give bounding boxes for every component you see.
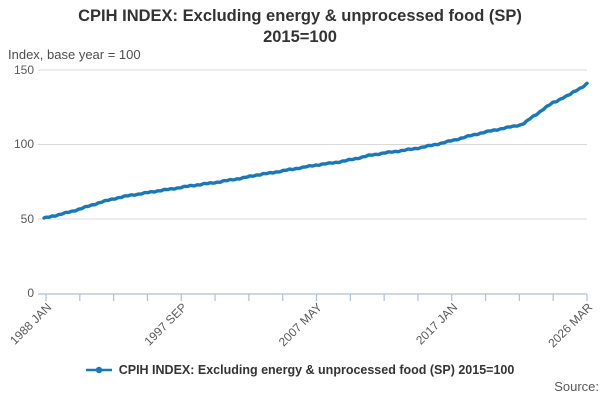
- series-line[interactable]: [42, 81, 589, 220]
- chart-title: CPIH INDEX: Excluding energy & unprocess…: [0, 6, 600, 48]
- legend-item[interactable]: CPIH INDEX: Excluding energy & unprocess…: [0, 361, 600, 379]
- y-axis-tick-label: 150: [13, 62, 34, 77]
- y-axis-unit-note: Index, base year = 100: [8, 47, 141, 62]
- chart-title-line1: CPIH INDEX: Excluding energy & unprocess…: [78, 7, 522, 25]
- y-axis-tick-label: 100: [13, 137, 34, 151]
- y-axis-tick-label: 0: [27, 286, 34, 300]
- line-with-dot-icon: [85, 366, 112, 374]
- legend-label: CPIH INDEX: Excluding energy & unprocess…: [118, 363, 515, 377]
- source-label: Source:: [554, 379, 599, 394]
- y-axis-tick-label: 50: [20, 211, 34, 226]
- chart-title-line2: 2015=100: [263, 28, 337, 46]
